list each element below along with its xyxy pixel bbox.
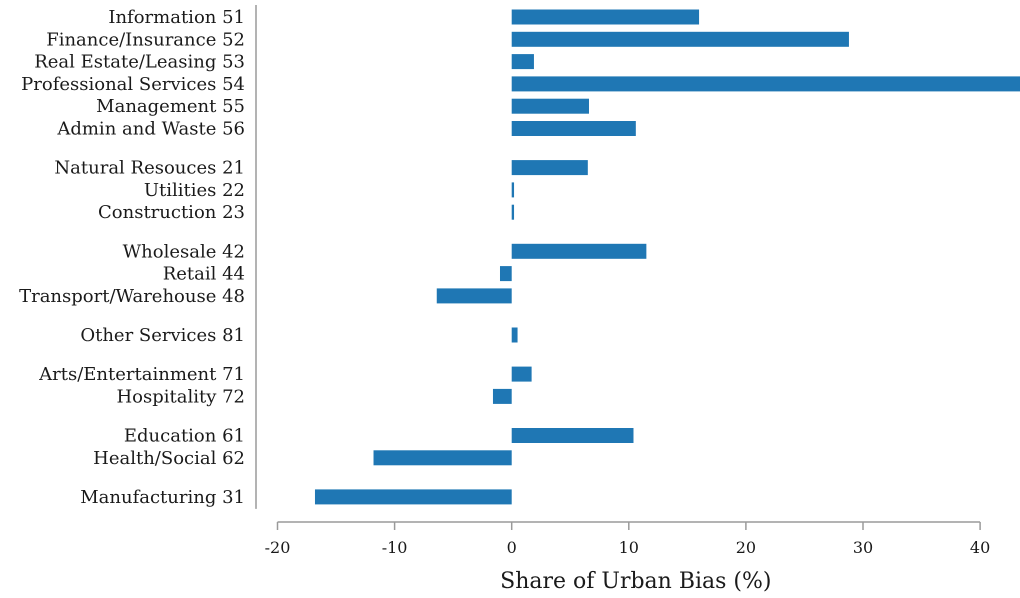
category-label: Natural Resouces 21: [54, 158, 245, 179]
bar: [511, 76, 1020, 92]
category-label: Wholesale 42: [123, 241, 245, 262]
bar: [436, 288, 512, 304]
category-label: Education 61: [124, 426, 245, 447]
bar: [511, 160, 588, 176]
x-tick-label: 0: [507, 538, 517, 557]
category-label: Arts/Entertainment 71: [38, 364, 245, 385]
category-label: Management 55: [96, 96, 245, 117]
bar: [511, 327, 518, 343]
category-label: Health/Social 62: [93, 448, 245, 469]
category-label: Admin and Waste 56: [56, 119, 245, 140]
x-axis-title: Share of Urban Bias (%): [500, 569, 771, 594]
category-label: Construction 23: [98, 202, 245, 223]
category-label: Information 51: [108, 7, 245, 28]
category-label: Hospitality 72: [116, 386, 245, 407]
x-tick-label: 10: [619, 538, 639, 557]
bar: [511, 98, 589, 114]
category-label: Transport/Warehouse 48: [19, 286, 245, 307]
x-tick-label: 40: [970, 538, 990, 557]
x-tick-label: 30: [853, 538, 873, 557]
x-axis: -20 -10 0 10 20 30 40: [265, 521, 990, 557]
bar: [511, 121, 636, 136]
bar: [492, 388, 512, 404]
bar: [511, 428, 634, 443]
bar: [511, 182, 515, 198]
bar: [499, 266, 512, 282]
bar: [511, 366, 532, 382]
category-label: Retail 44: [163, 264, 245, 285]
bar: [314, 489, 512, 505]
x-tick-label: -20: [265, 538, 291, 557]
bar: [511, 204, 515, 220]
category-label: Professional Services 54: [21, 74, 245, 95]
x-tick-label: -10: [382, 538, 408, 557]
category-label: Manufacturing 31: [80, 487, 245, 508]
x-tick-label: 20: [736, 538, 756, 557]
category-label: Utilities 22: [144, 180, 245, 201]
category-label: Real Estate/Leasing 53: [34, 52, 245, 73]
bar: [511, 9, 700, 25]
bar: [511, 54, 534, 70]
category-label: Other Services 81: [80, 325, 245, 346]
category-label: Finance/Insurance 52: [46, 29, 245, 50]
bar: [511, 243, 647, 259]
bar: [511, 31, 849, 47]
bars: [314, 9, 1020, 505]
bar: [373, 450, 512, 466]
